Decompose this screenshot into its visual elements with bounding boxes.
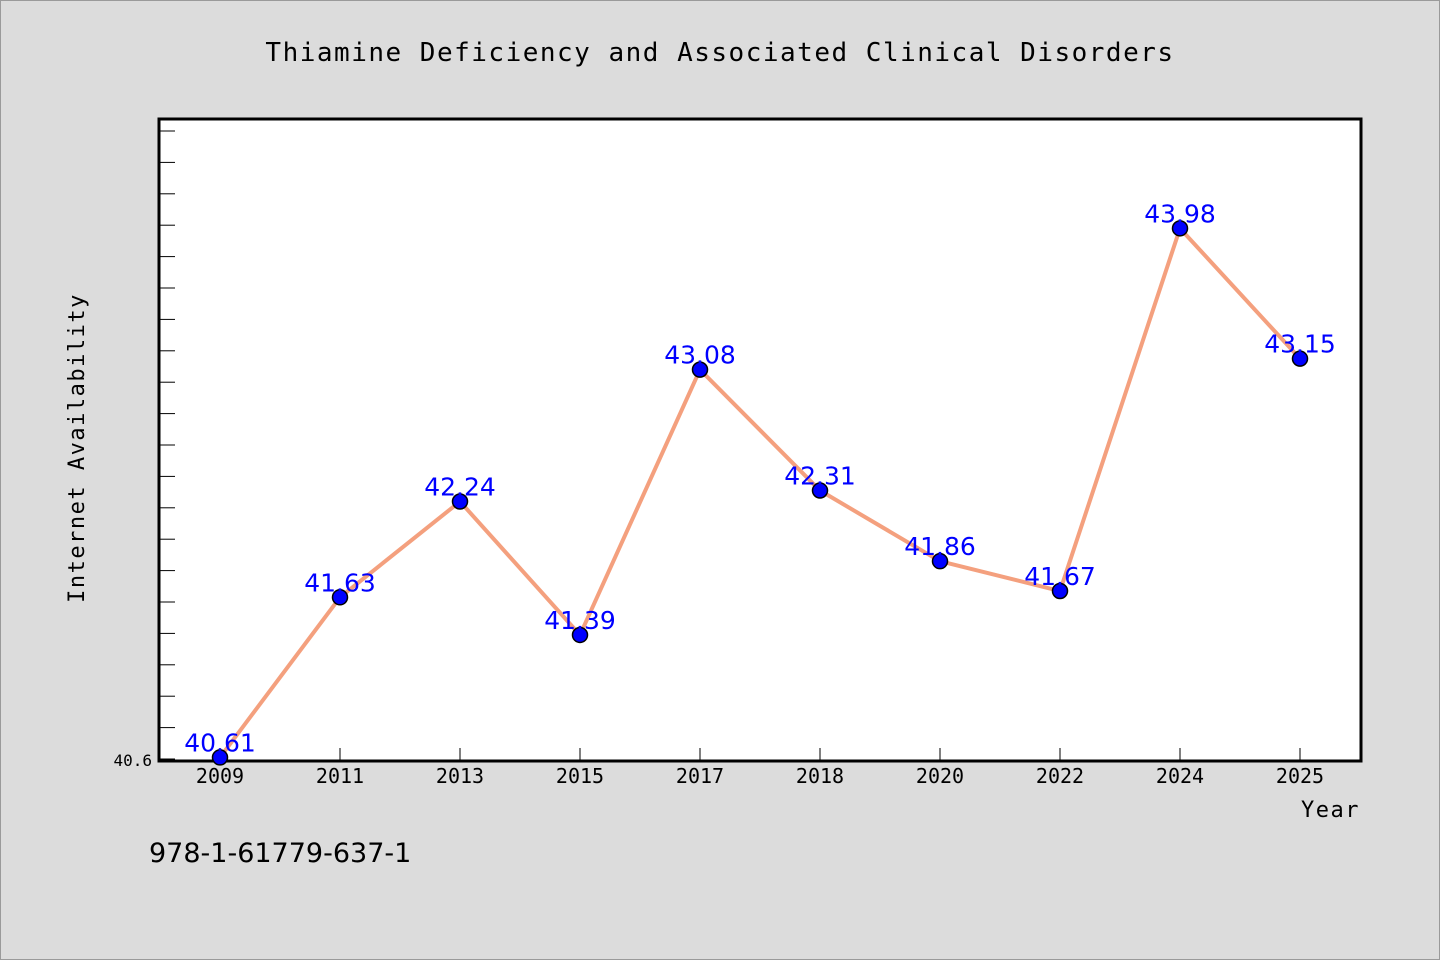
chart-title: Thiamine Deficiency and Associated Clini… <box>265 38 1174 68</box>
x-tick-label: 2017 <box>676 764 724 788</box>
x-tick-label: 2018 <box>796 764 844 788</box>
y-tick-label-min: 40.6 <box>113 751 152 770</box>
data-label: 43.98 <box>1144 199 1216 228</box>
data-label: 41.86 <box>904 532 976 561</box>
data-point <box>691 361 709 378</box>
x-tick-label: 2024 <box>1156 764 1204 788</box>
x-tick-label: 2020 <box>916 764 964 788</box>
y-axis-ticks <box>160 130 175 760</box>
data-label: 43.15 <box>1264 330 1336 359</box>
x-tick-label: 2009 <box>196 764 244 788</box>
data-label: 42.31 <box>784 462 856 491</box>
y-axis-label: Internet Availability <box>65 293 90 603</box>
data-point <box>1291 350 1309 367</box>
data-point <box>331 589 349 606</box>
data-point <box>931 552 949 570</box>
x-tick-label: 2015 <box>556 764 604 788</box>
plot-area <box>157 117 1363 763</box>
data-labels: 40.61 41.63 42.24 41.39 43.08 42.31 41.86 41.67… <box>184 199 1336 757</box>
data-label: 40.61 <box>184 728 256 757</box>
series-line <box>218 226 1302 759</box>
data-point <box>571 626 589 644</box>
data-label: 41.63 <box>304 568 376 597</box>
data-point <box>211 749 229 766</box>
x-tick-label: 2025 <box>1276 764 1324 788</box>
data-label: 43.08 <box>664 341 736 370</box>
x-tick-label: 2011 <box>316 764 364 788</box>
data-point <box>451 493 469 510</box>
x-axis-ticks: 2009 2011 2013 2015 2017 2018 2020 2022 2024 2025 <box>196 748 1324 788</box>
data-markers <box>211 220 1309 766</box>
data-point <box>811 482 829 499</box>
data-point <box>1051 582 1069 600</box>
isbn-text: 978-1-61779-637-1 <box>149 838 411 869</box>
x-tick-label: 2022 <box>1036 764 1084 788</box>
data-label: 41.39 <box>544 606 616 635</box>
x-axis-label: Year <box>1301 798 1360 823</box>
data-label: 42.24 <box>424 473 496 502</box>
data-point <box>1171 220 1189 237</box>
x-tick-label: 2013 <box>436 764 484 788</box>
data-label: 41.67 <box>1024 562 1096 591</box>
